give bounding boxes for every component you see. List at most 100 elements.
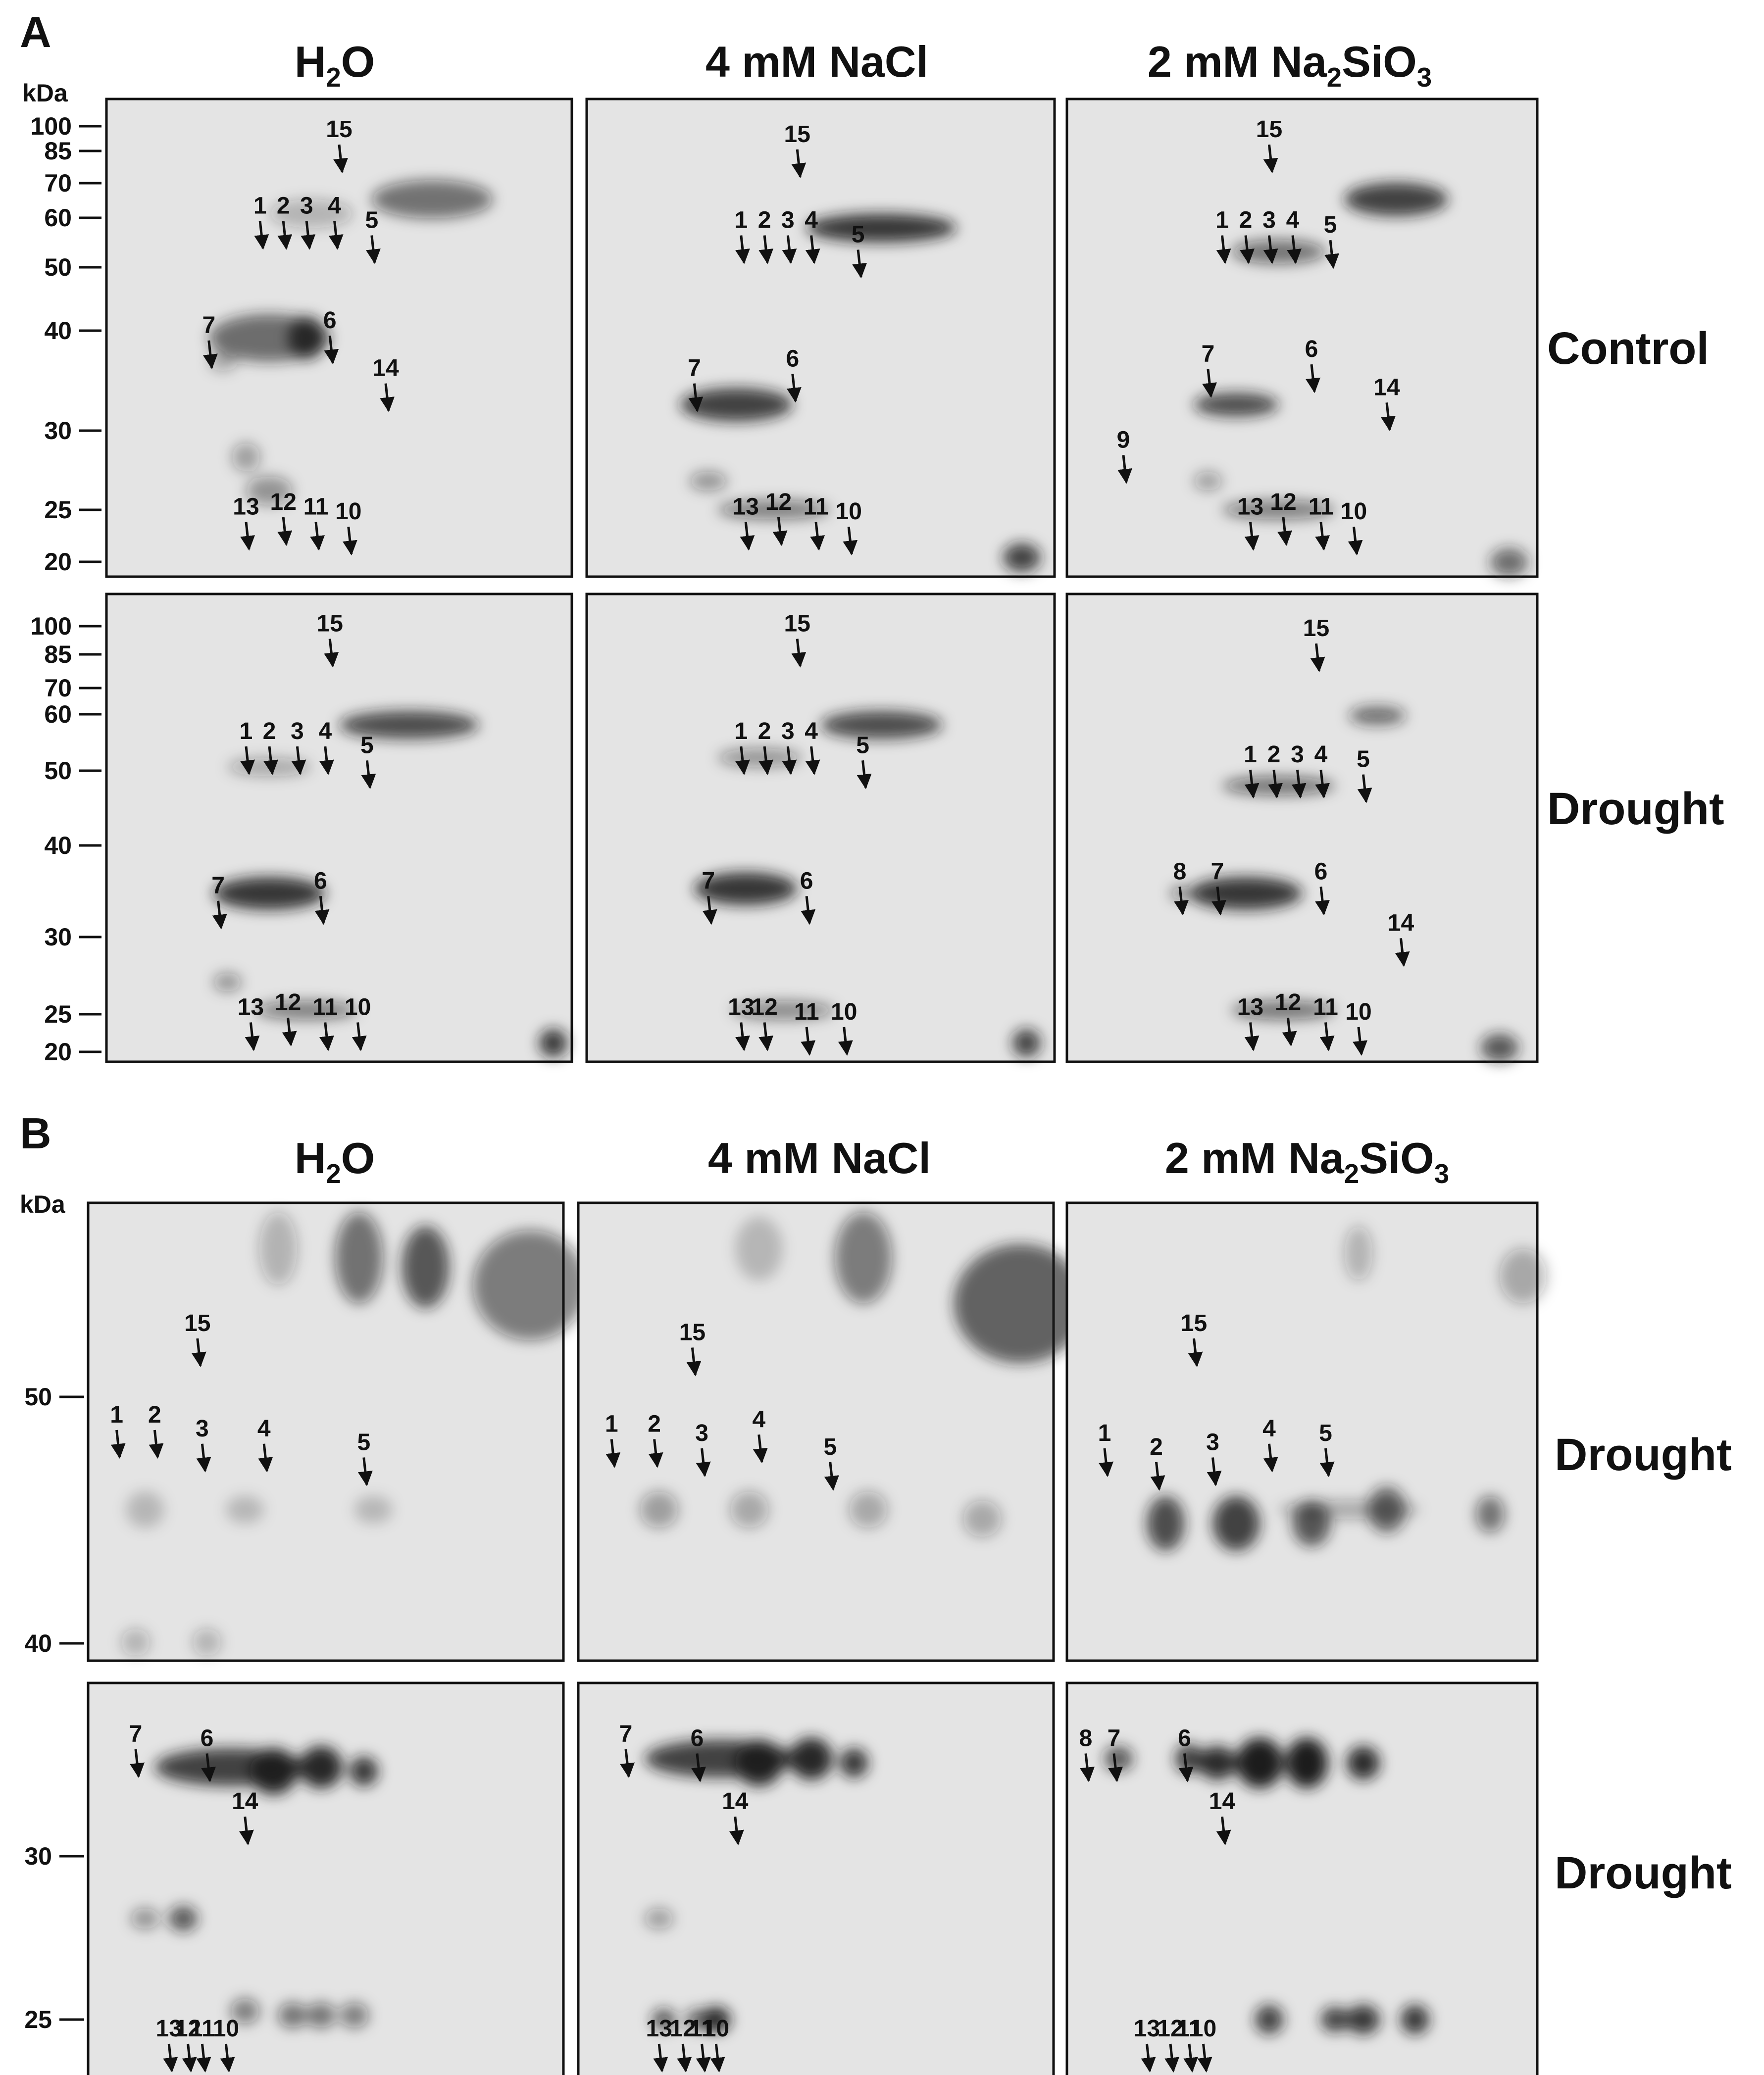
mw-tick-label: 25 [44,496,72,524]
gel-spots [640,1212,1087,1537]
spot-label: 15 [1256,116,1282,174]
spot-label: 1 [110,1402,126,1459]
mw-tick: 20 [44,548,101,576]
protein-spot [1194,471,1222,491]
protein-spot [835,1212,892,1304]
spot-label: 10 [213,2016,239,2073]
mw-tick-label: 20 [44,548,72,576]
protein-spot [702,2007,731,2032]
spot-label: 1 [240,718,255,775]
spot-label: 5 [1324,212,1339,269]
spot-number: 11 [190,2016,215,2042]
spot-label: 7 [211,873,227,930]
mw-tick-label: 30 [24,1842,52,1870]
row-label-b-drought-top: Drought [1555,1430,1732,1480]
spot-label: 2 [1150,1434,1165,1491]
spot-number: 7 [129,1721,143,1747]
mw-tick: 85 [44,137,101,165]
spot-label: 14 [1388,910,1414,967]
spot-number: 15 [1256,116,1282,143]
spot-label: 15 [1181,1310,1207,1367]
spot-label: 11 [1177,2016,1202,2073]
spot-label: 2 [758,207,774,264]
protein-spot [269,199,353,228]
spot-number: 15 [679,1320,706,1346]
spot-label: 10 [1345,999,1372,1056]
protein-spot [246,476,293,505]
protein-spot [680,388,793,422]
protein-spot [849,1491,887,1528]
spot-number: 2 [263,718,276,744]
spot-number: 10 [831,999,857,1025]
mw-tick: 40 [44,832,101,859]
protein-spot [689,471,727,491]
protein-spot [685,2009,709,2030]
spot-label: 2 [1267,741,1283,799]
spot-number: 6 [800,868,813,894]
protein-spot [1105,1746,1133,1772]
spot-number: 15 [184,1310,210,1336]
spot-label: 12 [1270,489,1297,546]
spot-number: 10 [213,2016,239,2042]
title-a-silicate: 2 mM Na2SiO3 [1148,37,1432,93]
spot-label: 12 [275,989,301,1047]
spot-label: 14 [1209,1788,1236,1845]
protein-spot [1236,1737,1283,1788]
protein-spot [1212,1496,1260,1551]
spot-number: 4 [752,1406,765,1433]
protein-spot [652,2009,676,2030]
mw-tick-label: 30 [44,923,72,951]
spot-label: 3 [196,1416,211,1473]
protein-spot [963,1500,1002,1537]
protein-spot [231,1998,259,2024]
protein-spot [1349,706,1406,725]
spot-number: 10 [1190,2016,1216,2042]
spot-number: 3 [291,718,304,744]
spot-label: 13 [1237,494,1263,551]
protein-spot [255,1001,358,1020]
gel-panel-a-0 [105,98,573,578]
mw-tick: 100 [31,112,101,140]
spot-number: 13 [156,2016,182,2042]
row-label-b-drought-bottom: Drought [1555,1848,1732,1898]
mw-tick-label: 20 [44,1038,72,1066]
mw-tick: 25 [44,496,101,524]
spot-number: 7 [211,873,225,899]
spot-number: 10 [335,498,361,525]
spot-label: 10 [335,498,361,556]
protein-spot [1255,2005,1283,2034]
spot-number: 5 [1319,1420,1332,1446]
spot-number: 4 [805,207,818,234]
spot-label: 7 [688,355,704,412]
protein-spot [1500,1248,1547,1304]
spot-number: 7 [1108,1726,1121,1752]
mw-tick: 30 [24,1842,84,1870]
protein-spot [121,1629,150,1656]
spot-number: 8 [1173,858,1187,885]
spot-number: 3 [781,207,795,234]
spot-number: 12 [670,2016,696,2042]
spot-number: 3 [1206,1430,1219,1456]
spot-label: 3 [1262,207,1278,264]
spot-label: 12 [1157,2016,1184,2073]
protein-spot [735,1216,783,1281]
gel-spots [121,1212,587,1656]
spot-label: 5 [823,1434,839,1491]
spot-number: 14 [1209,1788,1236,1815]
spot-number: 3 [300,193,313,219]
spot-number: 1 [253,193,267,219]
spot-label: 11 [1313,994,1338,1051]
spot-label: 14 [372,355,399,412]
spot-number: 5 [357,1430,370,1456]
spot-number: 15 [326,116,352,143]
spot-label: 5 [360,732,376,790]
spot-label: 3 [781,207,797,264]
spot-number: 1 [240,718,253,744]
spot-label: 4 [328,193,344,250]
protein-spot [790,1737,833,1780]
spot-number: 7 [688,355,701,382]
protein-spot [340,2003,369,2028]
mw-tick: 70 [44,674,101,702]
spot-label: 2 [277,193,293,250]
